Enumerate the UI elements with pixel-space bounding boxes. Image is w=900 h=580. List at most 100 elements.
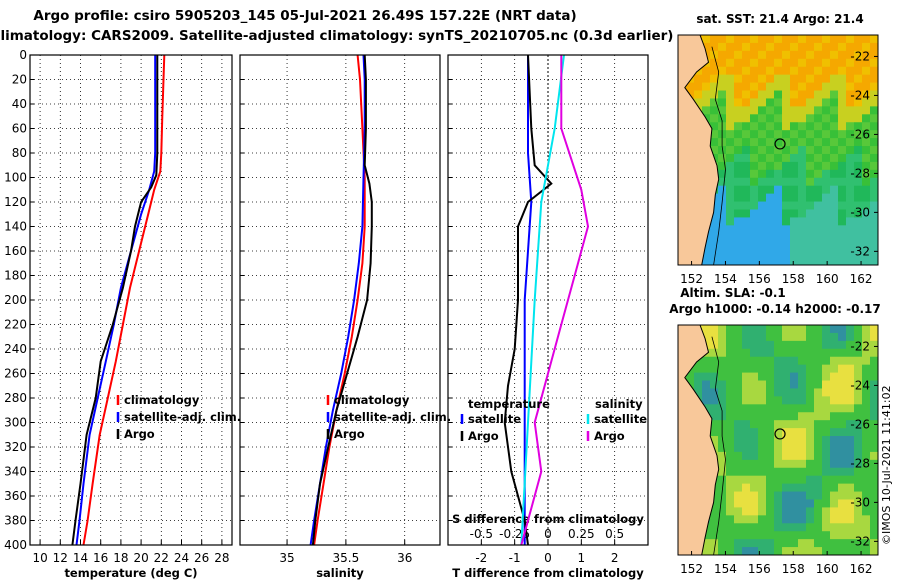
ocean-cell xyxy=(742,146,751,155)
map-lat-label: -24 xyxy=(850,88,870,102)
ocean-cell xyxy=(846,50,855,60)
ocean-cell xyxy=(774,547,783,556)
ocean-cell xyxy=(726,420,735,429)
ocean-cell xyxy=(734,106,743,115)
ocean-cell xyxy=(718,436,727,445)
ocean-cell xyxy=(766,74,775,84)
ocean-cell xyxy=(830,372,839,382)
ocean-cell xyxy=(854,50,863,60)
ocean-cell xyxy=(822,161,831,171)
ocean-cell xyxy=(766,42,775,52)
ocean-cell xyxy=(702,106,711,115)
ocean-cell xyxy=(838,82,847,92)
ocean-cell xyxy=(822,201,831,210)
ocean-cell xyxy=(814,42,823,52)
ocean-cell xyxy=(790,348,799,358)
ocean-cell xyxy=(854,523,863,532)
ocean-cell xyxy=(790,475,799,485)
ocean-cell xyxy=(798,193,807,203)
ocean-cell xyxy=(774,348,783,358)
ocean-cell xyxy=(758,193,767,203)
ocean-cell xyxy=(846,420,855,429)
ocean-cell xyxy=(854,249,863,258)
ocean-cell xyxy=(822,325,831,334)
ocean-cell xyxy=(718,106,727,115)
ocean-cell xyxy=(854,325,863,334)
ocean-cell xyxy=(710,356,719,366)
ocean-cell xyxy=(830,467,839,477)
ocean-cell xyxy=(814,467,823,477)
ocean-cell xyxy=(774,169,783,179)
legend-header-salinity: salinity xyxy=(595,397,643,411)
ocean-cell xyxy=(854,130,863,139)
ocean-cell xyxy=(822,475,831,485)
ocean-cell xyxy=(758,122,767,131)
ocean-cell xyxy=(870,515,879,524)
ocean-cell xyxy=(822,193,831,203)
ocean-cell xyxy=(870,249,879,258)
ocean-cell xyxy=(806,499,815,508)
ocean-cell xyxy=(862,523,871,532)
ocean-cell xyxy=(822,483,831,493)
map-frame xyxy=(677,324,879,556)
ocean-cell xyxy=(742,90,751,99)
ocean-cell xyxy=(766,356,775,366)
ocean-cell xyxy=(806,539,815,548)
ocean-cell xyxy=(726,356,735,366)
ocean-cell xyxy=(726,42,735,52)
ocean-cell xyxy=(774,412,783,421)
ocean-cell xyxy=(854,106,863,115)
ocean-cell xyxy=(814,428,823,437)
ocean-cell xyxy=(766,90,775,99)
ocean-cell xyxy=(742,257,751,266)
ocean-cell xyxy=(742,499,751,508)
ocean-cell xyxy=(846,515,855,524)
ocean-cell xyxy=(734,475,743,485)
ocean-cell xyxy=(758,507,767,516)
ocean-cell xyxy=(750,209,759,218)
ocean-cell xyxy=(758,356,767,366)
ocean-cell xyxy=(806,332,815,342)
ocean-cell xyxy=(830,483,839,493)
ocean-cell xyxy=(766,249,775,258)
ocean-cell xyxy=(702,90,711,99)
ocean-cell xyxy=(782,388,791,397)
ocean-cell xyxy=(718,90,727,99)
ocean-cell xyxy=(718,185,727,195)
ocean-cell xyxy=(734,515,743,524)
ocean-cell xyxy=(806,193,815,203)
ocean-cell xyxy=(846,209,855,218)
ocean-cell xyxy=(846,82,855,92)
ocean-cell xyxy=(766,388,775,397)
ocean-cell xyxy=(838,138,847,147)
ocean-cell xyxy=(846,225,855,234)
ocean-cell xyxy=(766,539,775,548)
ocean-cell xyxy=(806,138,815,147)
ocean-cell xyxy=(862,364,871,374)
ocean-cell xyxy=(870,380,879,389)
ocean-cell xyxy=(766,436,775,445)
ocean-cell xyxy=(734,459,743,469)
ocean-cell xyxy=(790,35,799,44)
ocean-cell xyxy=(854,515,863,524)
ocean-cell xyxy=(830,193,839,203)
ocean-cell xyxy=(822,539,831,548)
ocean-cell xyxy=(830,169,839,179)
ocean-cell xyxy=(734,539,743,548)
ocean-cell xyxy=(718,241,727,250)
ocean-cell xyxy=(846,74,855,84)
map-lat-label: -32 xyxy=(850,534,870,548)
ocean-cell xyxy=(758,185,767,195)
ocean-cell xyxy=(734,396,743,405)
ocean-cell xyxy=(814,372,823,382)
ocean-cell xyxy=(750,491,759,500)
ocean-cell xyxy=(798,58,807,68)
ocean-cell xyxy=(718,396,727,405)
ocean-cell xyxy=(838,396,847,405)
ocean-cell xyxy=(806,185,815,195)
ocean-cell xyxy=(742,483,751,493)
ocean-cell xyxy=(814,146,823,155)
ocean-cell xyxy=(782,451,791,461)
ocean-cell xyxy=(710,364,719,374)
y-tick-label: 160 xyxy=(4,244,27,258)
